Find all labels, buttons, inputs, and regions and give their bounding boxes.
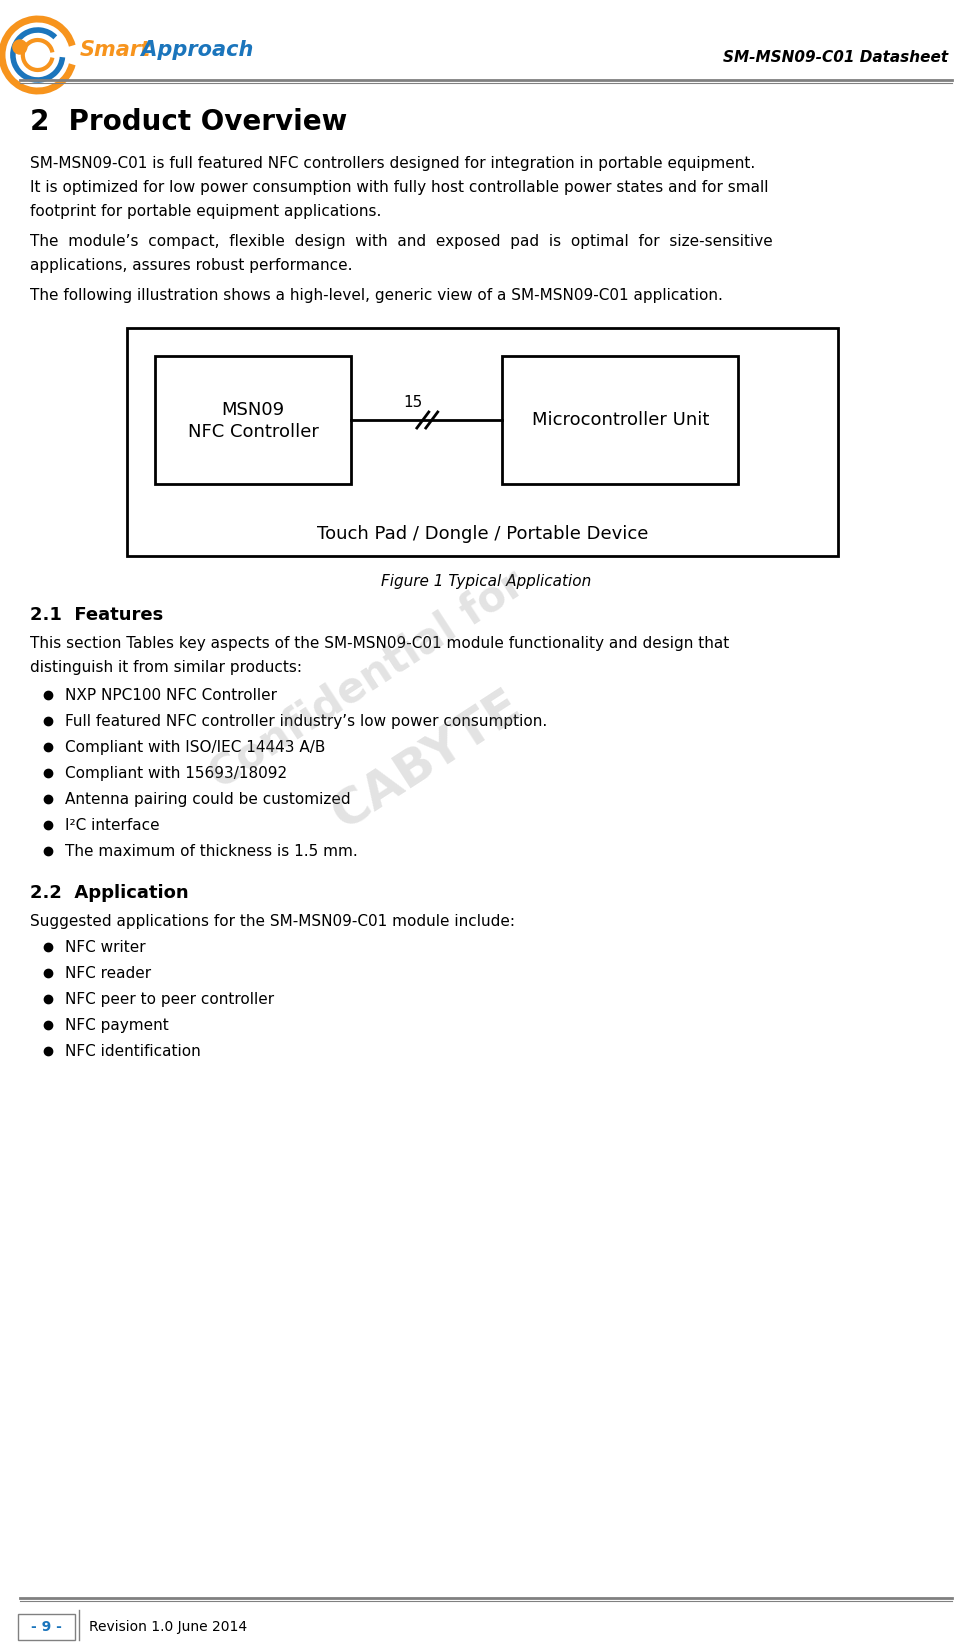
Text: footprint for portable equipment applications.: footprint for portable equipment applica… — [29, 204, 380, 219]
Text: 2.1  Features: 2.1 Features — [29, 606, 163, 624]
Text: Compliant with ISO/IEC 14443 A/B: Compliant with ISO/IEC 14443 A/B — [65, 739, 325, 756]
Text: Touch Pad / Dongle / Portable Device: Touch Pad / Dongle / Portable Device — [316, 526, 647, 542]
Text: 2.2  Application: 2.2 Application — [29, 884, 188, 902]
Text: Compliant with 15693/18092: Compliant with 15693/18092 — [65, 766, 287, 780]
Text: Antenna pairing could be customized: Antenna pairing could be customized — [65, 792, 350, 807]
Text: Approach: Approach — [134, 39, 253, 61]
Text: NFC peer to peer controller: NFC peer to peer controller — [65, 992, 274, 1007]
Text: I²C interface: I²C interface — [65, 818, 159, 833]
Text: Microcontroller Unit: Microcontroller Unit — [531, 411, 708, 429]
Text: It is optimized for low power consumption with fully host controllable power sta: It is optimized for low power consumptio… — [29, 181, 768, 196]
Text: MSN09: MSN09 — [221, 401, 285, 419]
Text: CABYTE: CABYTE — [323, 682, 530, 838]
Bar — [18, 1613, 75, 1640]
Text: NFC writer: NFC writer — [65, 940, 145, 955]
Text: Revision 1.0 June 2014: Revision 1.0 June 2014 — [89, 1620, 247, 1635]
Text: SM-MSN09-C01 is full featured NFC controllers designed for integration in portab: SM-MSN09-C01 is full featured NFC contro… — [29, 156, 754, 171]
Text: NFC identification: NFC identification — [65, 1043, 200, 1060]
Text: Suggested applications for the SM-MSN09-C01 module include:: Suggested applications for the SM-MSN09-… — [29, 914, 514, 928]
Circle shape — [13, 39, 26, 54]
Text: Smart: Smart — [79, 39, 151, 61]
Text: This section Tables key aspects of the SM-MSN09-C01 module functionality and des: This section Tables key aspects of the S… — [29, 636, 729, 651]
Text: NFC payment: NFC payment — [65, 1019, 168, 1033]
Text: 2  Product Overview: 2 Product Overview — [29, 108, 346, 136]
Text: 15: 15 — [403, 394, 422, 411]
Text: Confidential for: Confidential for — [201, 562, 532, 797]
Text: The maximum of thickness is 1.5 mm.: The maximum of thickness is 1.5 mm. — [65, 845, 357, 859]
Bar — [155, 357, 351, 485]
Text: NFC Controller: NFC Controller — [188, 422, 318, 440]
Text: SM-MSN09-C01 Datasheet: SM-MSN09-C01 Datasheet — [722, 51, 947, 66]
Bar — [127, 329, 837, 555]
Text: The  module’s  compact,  flexible  design  with  and  exposed  pad  is  optimal : The module’s compact, flexible design wi… — [29, 233, 772, 250]
Text: NXP NPC100 NFC Controller: NXP NPC100 NFC Controller — [65, 688, 276, 703]
Text: The following illustration shows a high-level, generic view of a SM-MSN09-C01 ap: The following illustration shows a high-… — [29, 288, 722, 302]
Text: applications, assures robust performance.: applications, assures robust performance… — [29, 258, 352, 273]
Text: - 9 -: - 9 - — [31, 1620, 62, 1635]
Text: NFC reader: NFC reader — [65, 966, 151, 981]
Bar — [502, 357, 737, 485]
Text: Figure 1 Typical Application: Figure 1 Typical Application — [380, 573, 591, 588]
Text: Full featured NFC controller industry’s low power consumption.: Full featured NFC controller industry’s … — [65, 715, 546, 729]
Text: distinguish it from similar products:: distinguish it from similar products: — [29, 660, 301, 675]
